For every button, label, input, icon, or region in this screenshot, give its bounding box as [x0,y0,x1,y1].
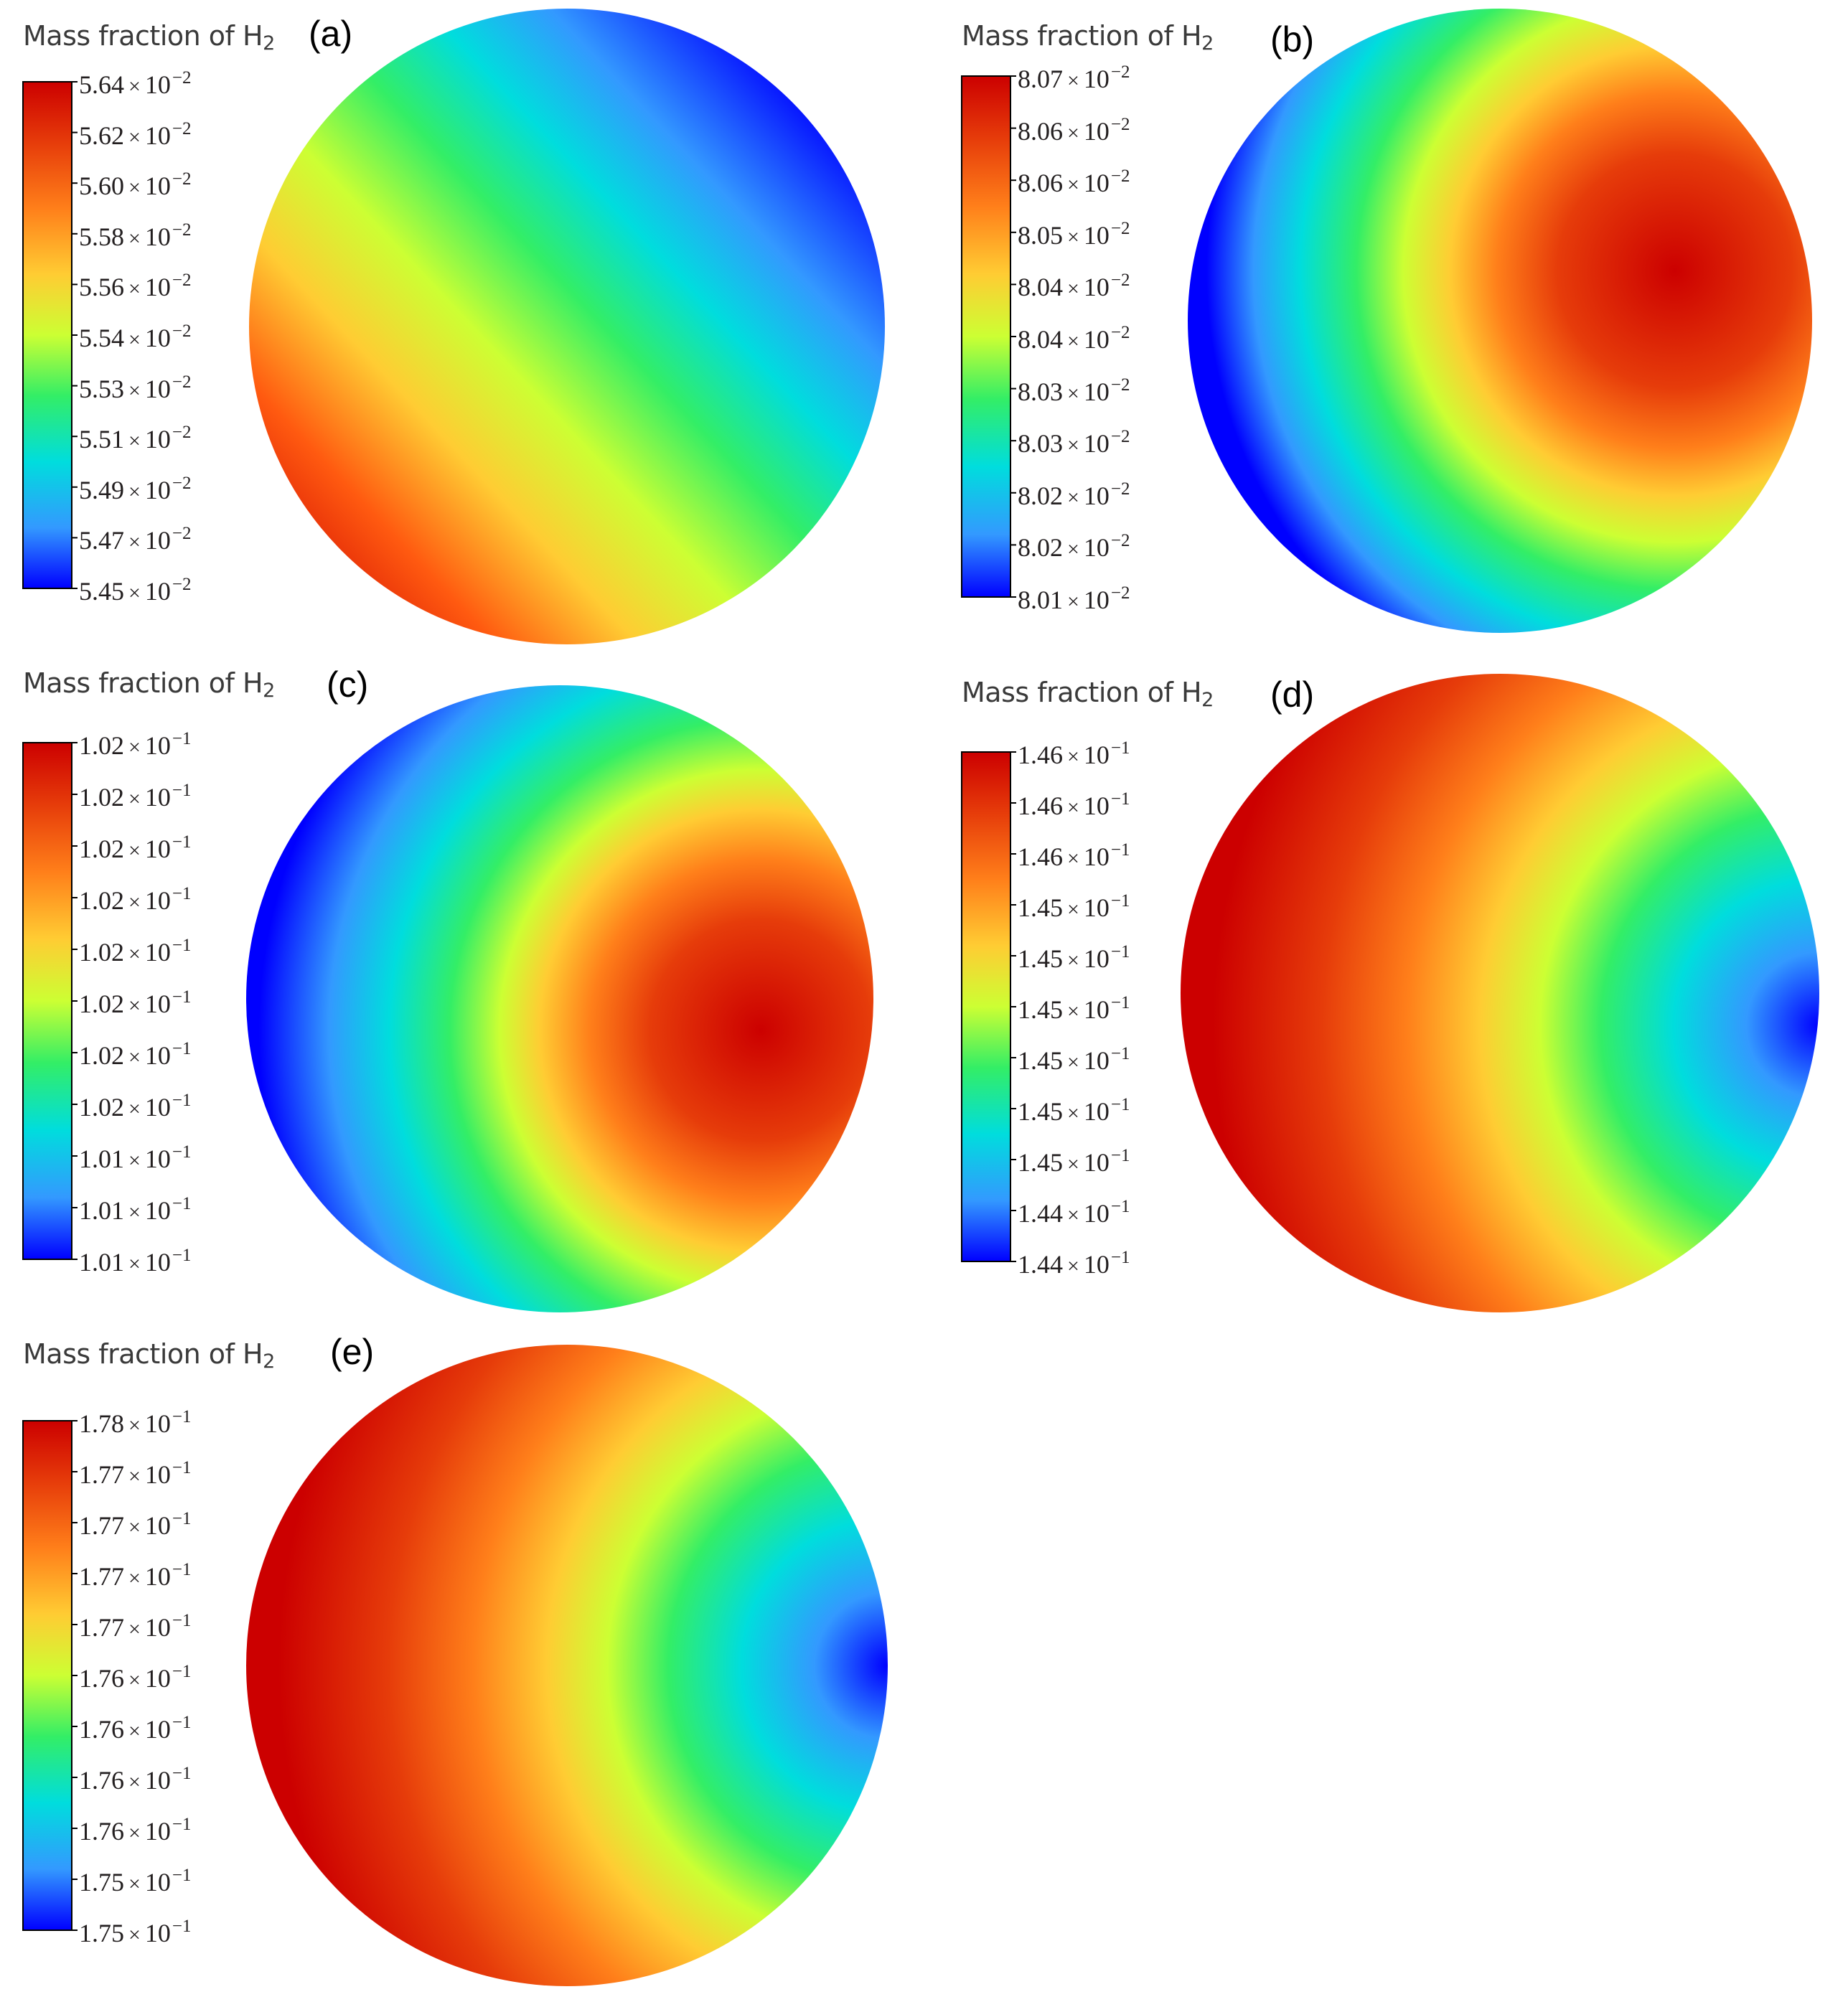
colorbar-tick-label: 8.06 × 10−2 [1018,114,1130,146]
colorbar-tick-label: 1.76 × 10−1 [79,1662,192,1693]
hydrogen-fraction-disc [246,685,873,1312]
colorbar-tick-label: 1.46 × 10−1 [1018,738,1130,769]
colorbar-tick-label: 1.01 × 10−1 [79,1142,192,1173]
colorbar-tick-label: 1.46 × 10−1 [1018,840,1130,871]
panel-label: (d) [1270,675,1315,715]
colorbar-tick-label: 1.01 × 10−1 [79,1194,192,1225]
colorbar-tick-label: 5.54 × 10−2 [79,321,192,352]
colorbar [22,81,72,589]
colorbar-tick-label: 5.64 × 10−2 [79,68,192,99]
colorbar-tick-label: 8.07 × 10−2 [1018,62,1130,93]
colorbar-tick-label: 5.62 × 10−2 [79,118,192,150]
panel-a: Mass fraction of H2 (a) 5.64 × 10−2 5.62 × 10… [0,0,926,660]
contour-plot [961,674,1819,1312]
colorbar-tick-label: 1.45 × 10−1 [1018,1095,1130,1126]
panel-e: Mass fraction of H2 (e) 1.78 × 10−1 1.77 × 10… [0,1331,926,2007]
panel-c: Mass fraction of H2 (c) 1.02 × 10−1 1.02 × 10… [0,664,926,1324]
colorbar-tick-label: 1.44 × 10−1 [1018,1248,1130,1279]
panel-b: Mass fraction of H2 (b) 8.07 × 10−2 8.06 × 10… [940,0,1848,660]
contour-plot [961,9,1812,633]
colorbar-tick-label: 1.02 × 10−1 [79,1039,192,1070]
colorbar [22,1420,72,1931]
colorbar-tick-label: 8.02 × 10−2 [1018,531,1130,563]
colorbar-tick-label: 1.76 × 10−1 [79,1713,192,1744]
colorbar-tick-label: 1.77 × 10−1 [79,1560,192,1591]
colorbar-tick-label: 1.02 × 10−1 [79,729,192,760]
panel-label: (c) [327,664,369,705]
hydrogen-fraction-disc [249,9,885,644]
colorbar-tick-label: 1.46 × 10−1 [1018,789,1130,820]
legend-title: Mass fraction of H2 [23,1338,275,1373]
colorbar-tick-label: 5.60 × 10−2 [79,169,192,201]
colorbar-tick-label: 1.77 × 10−1 [79,1611,192,1642]
colorbar-tick-label: 8.03 × 10−2 [1018,375,1130,406]
contour-plot [22,9,885,644]
legend-title: Mass fraction of H2 [962,20,1214,55]
colorbar-tick-label: 8.02 × 10−2 [1018,479,1130,510]
colorbar-tick-label: 1.45 × 10−1 [1018,891,1130,922]
colorbar-tick-label: 1.45 × 10−1 [1018,1146,1130,1177]
colorbar-tick-label: 8.06 × 10−2 [1018,166,1130,198]
colorbar-tick-label: 1.45 × 10−1 [1018,942,1130,973]
colorbar-tick-label: 1.45 × 10−1 [1018,993,1130,1024]
colorbar [961,75,1011,598]
legend-title: Mass fraction of H2 [962,677,1214,711]
hydrogen-fraction-disc [1181,674,1819,1312]
colorbar-tick-label: 1.77 × 10−1 [79,1458,192,1489]
colorbar [22,742,72,1260]
colorbar-tick-label: 1.78 × 10−1 [79,1407,192,1438]
colorbar-tick-label: 1.76 × 10−1 [79,1764,192,1795]
colorbar-tick-label: 1.02 × 10−1 [79,884,192,915]
colorbar-tick-label: 5.51 × 10−2 [79,423,192,454]
colorbar-tick-label: 1.02 × 10−1 [79,1091,192,1122]
legend-title: Mass fraction of H2 [23,20,275,55]
colorbar-tick-label: 1.02 × 10−1 [79,987,192,1018]
colorbar-tick-label: 5.53 × 10−2 [79,372,192,403]
colorbar-tick-label: 1.01 × 10−1 [79,1246,192,1277]
colorbar-tick-label: 1.44 × 10−1 [1018,1197,1130,1228]
colorbar-tick-label: 8.04 × 10−2 [1018,323,1130,354]
colorbar-tick-label: 8.05 × 10−2 [1018,218,1130,250]
colorbar [961,751,1011,1262]
panel-d: Mass fraction of H2 (d) 1.46 × 10−1 1.46 × 10… [940,664,1848,1324]
colorbar-tick-label: 1.77 × 10−1 [79,1509,192,1540]
panel-label: (e) [330,1332,375,1372]
colorbar-tick-label: 5.56 × 10−2 [79,271,192,302]
panel-label: (a) [309,14,353,54]
colorbar-tick-label: 5.47 × 10−2 [79,524,192,555]
colorbar-tick-label: 1.02 × 10−1 [79,936,192,967]
colorbar-tick-label: 1.75 × 10−1 [79,1866,192,1896]
colorbar-tick-label: 1.45 × 10−1 [1018,1044,1130,1075]
colorbar-tick-label: 8.04 × 10−2 [1018,271,1130,302]
contour-plot [22,1345,888,1986]
colorbar-tick-label: 8.03 × 10−2 [1018,427,1130,459]
hydrogen-fraction-disc [1188,9,1812,633]
colorbar-tick-label: 1.75 × 10−1 [79,1917,192,1947]
colorbar-tick-label: 5.49 × 10−2 [79,473,192,504]
hydrogen-fraction-disc [246,1345,888,1986]
contour-plot [22,685,873,1312]
colorbar-tick-label: 8.01 × 10−2 [1018,583,1130,614]
colorbar-tick-label: 1.02 × 10−1 [79,781,192,812]
colorbar-tick-label: 5.58 × 10−2 [79,220,192,251]
legend-title: Mass fraction of H2 [23,667,275,702]
colorbar-tick-label: 1.02 × 10−1 [79,832,192,863]
panel-label: (b) [1270,19,1315,60]
colorbar-tick-label: 5.45 × 10−2 [79,575,192,606]
colorbar-tick-label: 1.76 × 10−1 [79,1815,192,1846]
